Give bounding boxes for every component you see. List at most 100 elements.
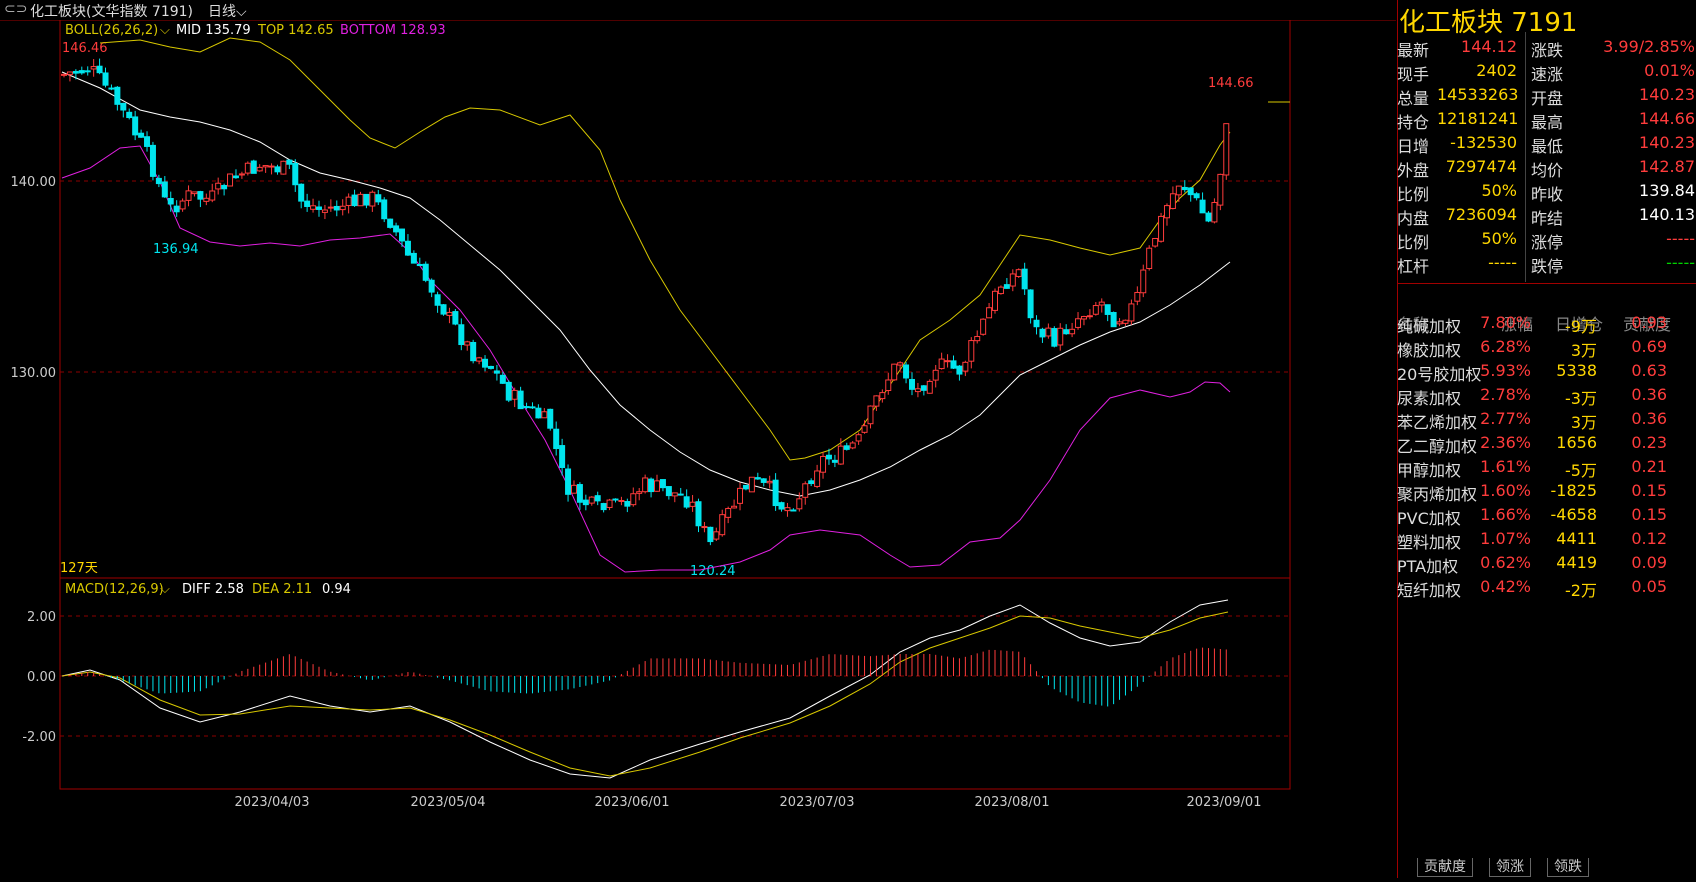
quote-row: 杠杆 ----- 跌停 ----- — [1397, 253, 1696, 277]
macd-tick-neg2: -2.00 — [22, 730, 56, 745]
contract-name: 20号胶加权 — [1397, 365, 1482, 384]
change-pct: 6.28% — [1480, 337, 1531, 356]
header-contribution[interactable]: 贡献度 — [1623, 315, 1672, 334]
daily-increase: -3万 — [1565, 389, 1597, 408]
quote-value: 140.23 — [1639, 133, 1695, 152]
candle-body — [327, 206, 334, 209]
candle-body — [992, 290, 999, 311]
table-row[interactable]: 苯乙烯加权 2.77% 3万 0.36 — [1397, 409, 1696, 435]
contribution: 0.93 — [1631, 313, 1667, 332]
candle-body — [1187, 187, 1194, 196]
candle-body — [1128, 303, 1135, 322]
tab-leading-up[interactable]: 领涨 — [1489, 858, 1531, 877]
candle-body — [885, 379, 892, 391]
quote-label: 现手 — [1397, 65, 1430, 84]
candle-body — [719, 514, 726, 536]
quote-value: ----- — [1488, 253, 1517, 272]
candle-body — [790, 509, 797, 512]
quote-label: 涨跌 — [1531, 41, 1564, 60]
candle-body — [321, 209, 328, 213]
table-row[interactable]: 聚丙烯加权 1.60% -1825 0.15 — [1397, 481, 1696, 507]
x-label: 2023/08/01 — [975, 795, 1050, 810]
candle-body — [559, 445, 566, 468]
table-row[interactable]: 橡胶加权 6.28% 3万 0.69 — [1397, 337, 1696, 363]
boll-indicator[interactable]: BOLL(26,26,2) — [65, 23, 158, 38]
x-label: 2023/07/03 — [780, 795, 855, 810]
table-row[interactable]: 乙二醇加权 2.36% 1656 0.23 — [1397, 433, 1696, 459]
table-row[interactable]: PTA加权 0.62% 4419 0.09 — [1397, 553, 1696, 579]
tab-leading-down[interactable]: 领跌 — [1547, 858, 1589, 877]
change-pct: 5.93% — [1480, 361, 1531, 380]
candle-body — [594, 495, 601, 502]
chart-area[interactable]: 140.00 130.00 2.00 0.00 -2.00 BOLL(26,26… — [0, 19, 1396, 878]
candle-body — [547, 408, 554, 429]
candle-body — [440, 304, 447, 315]
table-row[interactable]: PVC加权 1.66% -4658 0.15 — [1397, 505, 1696, 531]
header-change[interactable]: 涨幅 — [1501, 315, 1534, 334]
candle-body — [944, 360, 951, 363]
quote-value: 7297474 — [1445, 157, 1517, 176]
quote-label: 持仓 — [1397, 113, 1430, 132]
quote-value: 3.99/2.85% — [1603, 37, 1695, 56]
candle-body — [1193, 193, 1200, 199]
candle-body — [814, 470, 821, 487]
candle-body — [677, 493, 684, 496]
candle-body — [138, 132, 145, 138]
quote-panel: 化工板块 7191 最新 144.12 涨跌 3.99/2.85% 现手 2402 速涨 0.… — [1397, 0, 1696, 878]
candle-body — [855, 434, 862, 442]
candle-body — [1039, 328, 1046, 338]
candle-body — [487, 365, 494, 369]
candle-body — [659, 479, 666, 489]
tab-contribution[interactable]: 贡献度 — [1417, 858, 1473, 877]
candle-body — [535, 407, 542, 419]
candle-body — [1223, 123, 1230, 176]
link-icon[interactable]: ⊂⊃ — [4, 1, 28, 17]
candle-body — [434, 294, 441, 306]
table-row[interactable]: 尿素加权 2.78% -3万 0.36 — [1397, 385, 1696, 411]
quote-row: 总量 14533263 开盘 140.23 — [1397, 85, 1696, 109]
candle-body — [701, 526, 708, 529]
contract-name: 乙二醇加权 — [1397, 437, 1478, 456]
candle-body — [920, 385, 927, 391]
candle-body — [630, 493, 637, 506]
candle-body — [950, 360, 957, 369]
daily-increase: -9万 — [1565, 317, 1597, 336]
candle-body — [244, 162, 251, 174]
quote-value: 50% — [1481, 229, 1517, 248]
table-row[interactable]: 甲醇加权 1.61% -5万 0.21 — [1397, 457, 1696, 483]
table-row[interactable]: 20号胶加权 5.93% 5338 0.63 — [1397, 361, 1696, 387]
contract-name: 塑料加权 — [1397, 533, 1462, 552]
contribution: 0.12 — [1631, 529, 1667, 548]
change-pct: 1.61% — [1480, 457, 1531, 476]
macd-dea: DEA 2.11 — [252, 582, 312, 597]
period-selector[interactable]: 日线⌵ — [208, 1, 247, 21]
table-row[interactable]: 塑料加权 1.07% 4411 0.12 — [1397, 529, 1696, 555]
candle-body — [956, 365, 963, 375]
chevron-down-icon[interactable]: ⌵ — [160, 582, 170, 597]
header-increase[interactable]: 日增仓 — [1555, 315, 1604, 334]
header-name[interactable]: 名称 — [1397, 315, 1430, 334]
candle-body — [908, 378, 915, 390]
candle-body — [1104, 304, 1111, 315]
change-pct: 2.78% — [1480, 385, 1531, 404]
quote-label: 涨停 — [1531, 233, 1564, 252]
quote-row: 最新 144.12 涨跌 3.99/2.85% — [1397, 37, 1696, 61]
candle-body — [837, 445, 844, 465]
y-tick-140: 140.00 — [11, 175, 57, 190]
low-mark-1: 136.94 — [153, 242, 199, 257]
candle-body — [1163, 205, 1170, 219]
candle-body — [1211, 201, 1218, 223]
change-pct: 1.66% — [1480, 505, 1531, 524]
macd-indicator[interactable]: MACD(12,26,9) — [65, 582, 164, 597]
daily-increase: 4419 — [1556, 553, 1597, 572]
candle-body — [1217, 173, 1224, 206]
table-row[interactable]: 短纤加权 0.42% -2万 0.05 — [1397, 577, 1696, 603]
candle-body — [689, 501, 696, 507]
candle-body — [84, 70, 91, 73]
chevron-down-icon[interactable]: ⌵ — [160, 23, 170, 38]
candle-body — [731, 505, 738, 509]
quote-value: 144.12 — [1461, 37, 1517, 56]
table-row[interactable]: 纯碱加权 7.80% -9万 0.93 — [1397, 313, 1696, 339]
candle-body — [120, 102, 127, 111]
candle-body — [582, 499, 589, 506]
